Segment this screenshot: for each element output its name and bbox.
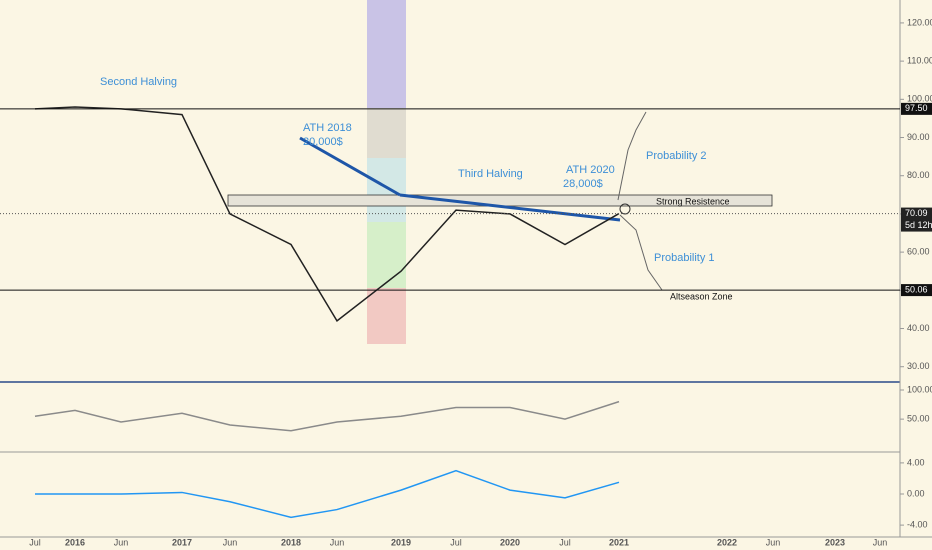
- x-tick-label: Jun: [330, 537, 345, 547]
- price-label: 50.06: [905, 284, 928, 294]
- annotation: Second Halving: [100, 76, 177, 88]
- y-tick-label: 100.00: [907, 94, 932, 104]
- y-tick-label: 90.00: [907, 132, 930, 142]
- price-label-box: [901, 102, 932, 115]
- countdown: 5d 12h: [905, 220, 932, 230]
- y-tick-label: 30.00: [907, 361, 930, 371]
- moving-average: [399, 193, 621, 222]
- annotation: 28,000$: [563, 178, 603, 190]
- band-teal: [367, 158, 406, 222]
- annotation: 20,000$: [303, 136, 343, 148]
- x-tick-label: 2022: [717, 537, 737, 547]
- x-tick-label: 2016: [65, 537, 85, 547]
- moving-average: [299, 136, 401, 197]
- annotation: Strong Resistence: [656, 196, 730, 206]
- price-label-box: [901, 284, 932, 297]
- y-tick-label: 110.00: [907, 55, 932, 65]
- x-tick-label: Jun: [766, 537, 781, 547]
- y-tick-label: 4.00: [907, 457, 925, 467]
- band-purple: [367, 0, 406, 108]
- x-tick-label: Jul: [450, 537, 462, 547]
- x-tick-label: 2017: [172, 537, 192, 547]
- price-label: 97.50: [905, 103, 928, 113]
- x-tick-label: Jun: [873, 537, 888, 547]
- series-line: [34, 400, 620, 432]
- x-tick-label: Jun: [223, 537, 238, 547]
- arrow: [619, 214, 663, 291]
- annotation: ATH 2018: [303, 122, 352, 134]
- annotation: Probability 1: [654, 252, 715, 264]
- y-tick-label: 80.00: [907, 170, 930, 180]
- y-tick-label: -4.00: [907, 519, 928, 529]
- y-tick-label: 120.00: [907, 17, 932, 27]
- x-tick-label: Jun: [114, 537, 129, 547]
- y-tick-label: 100.00: [907, 384, 932, 394]
- y-tick-label: 60.00: [907, 246, 930, 256]
- annotation: ATH 2020: [566, 164, 615, 176]
- band-green: [367, 222, 406, 288]
- annotation: Third Halving: [458, 168, 523, 180]
- arrow: [617, 111, 647, 201]
- y-tick-label: 0.00: [907, 488, 925, 498]
- x-tick-label: 2023: [825, 537, 845, 547]
- x-tick-label: 2021: [609, 537, 629, 547]
- series-line: [35, 469, 620, 519]
- x-tick-label: 2018: [281, 537, 301, 547]
- annotation: Probability 2: [646, 150, 707, 162]
- x-tick-label: 2019: [391, 537, 411, 547]
- band-grey: [367, 108, 406, 158]
- price-label-box: [901, 207, 932, 232]
- band-red: [367, 288, 406, 344]
- x-tick-label: Jul: [559, 537, 571, 547]
- annotation: Altseason Zone: [670, 291, 733, 301]
- price-label: 70.09: [905, 208, 928, 218]
- y-tick-label: 50.00: [907, 413, 930, 423]
- x-tick-label: 2020: [500, 537, 520, 547]
- x-tick-label: Jul: [29, 537, 41, 547]
- y-tick-label: 40.00: [907, 323, 930, 333]
